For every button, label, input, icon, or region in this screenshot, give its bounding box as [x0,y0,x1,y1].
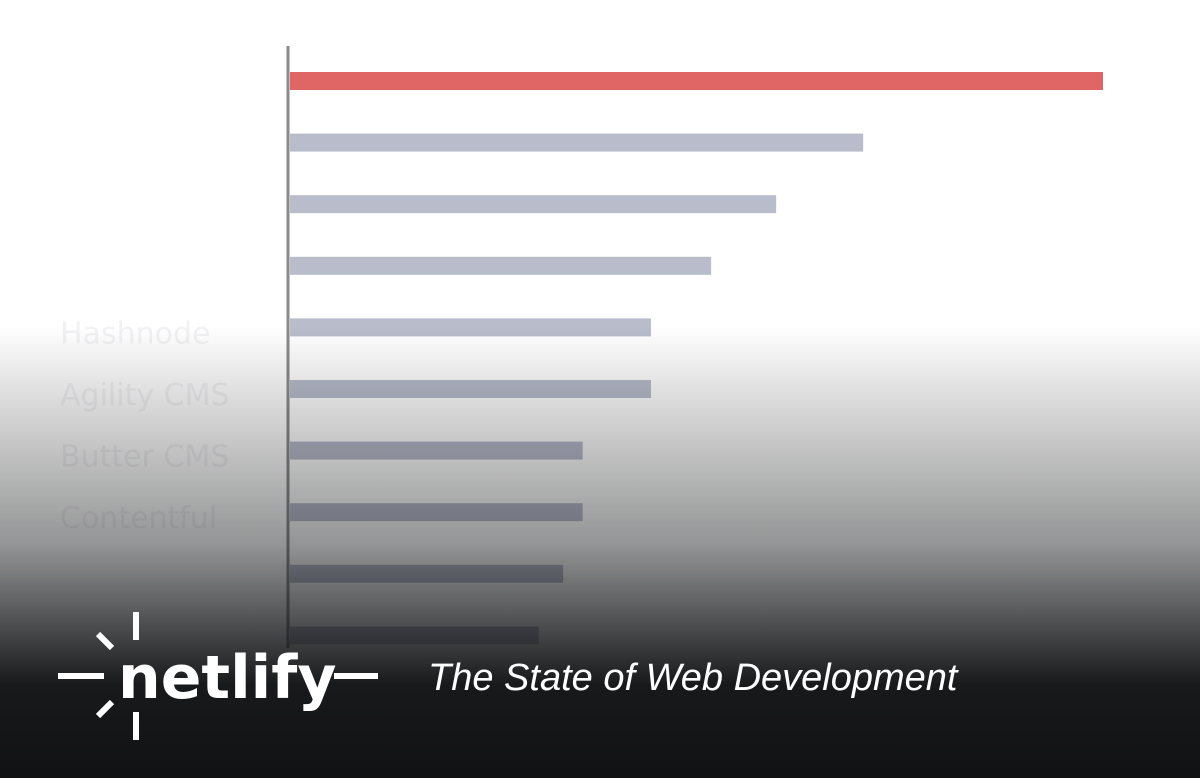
logo-text: netlify [118,643,336,713]
tagline: The State of Web Development [428,657,959,699]
logo-mark [58,612,378,740]
